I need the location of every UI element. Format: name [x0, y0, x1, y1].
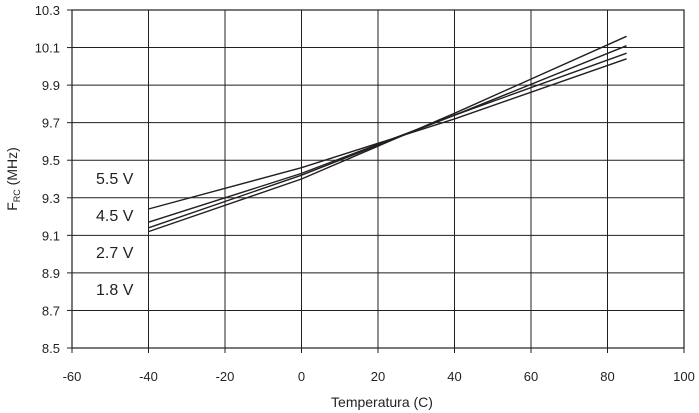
- series-label: 1.8 V: [96, 282, 134, 299]
- x-tick-label: -20: [216, 369, 235, 384]
- x-tick-label: -60: [63, 369, 82, 384]
- x-tick-label: 20: [371, 369, 385, 384]
- x-tick-label: 0: [298, 369, 305, 384]
- series-line: [148, 35, 627, 233]
- series-lines: [148, 35, 627, 233]
- series-line: [148, 58, 627, 210]
- y-tick-label: 10.1: [35, 41, 60, 56]
- y-tick-label: 9.3: [42, 191, 60, 206]
- series-line: [148, 52, 627, 223]
- x-tick-label: 80: [600, 369, 614, 384]
- series-labels: 5.5 V 4.5 V 2.7 V 1.8 V: [96, 171, 134, 299]
- series-label: 4.5 V: [96, 208, 134, 225]
- y-tick-label: 9.5: [42, 153, 60, 168]
- y-axis-title: FRC (MHz): [4, 147, 22, 211]
- y-tick-label: 8.9: [42, 266, 60, 281]
- x-tick-label: 100: [673, 369, 695, 384]
- y-tick-label: 9.7: [42, 116, 60, 131]
- x-axis-ticks: -60 -40 -20 0 20 40 60 80 100: [63, 348, 695, 384]
- series-label: 2.7 V: [96, 245, 134, 262]
- y-axis-title-subscript: RC: [12, 189, 22, 202]
- series-label: 5.5 V: [96, 171, 134, 188]
- y-axis-title-main: F: [4, 202, 20, 211]
- series-line: [148, 45, 627, 229]
- y-tick-label: 9.1: [42, 228, 60, 243]
- y-tick-label: 8.5: [42, 341, 60, 356]
- x-tick-label: -40: [139, 369, 158, 384]
- x-tick-label: 60: [524, 369, 538, 384]
- y-axis-title-unit: (MHz): [4, 147, 20, 189]
- y-tick-label: 8.7: [42, 303, 60, 318]
- x-tick-label: 40: [447, 369, 461, 384]
- x-axis-title: Temperatura (C): [331, 394, 433, 410]
- grid: [71, 9, 685, 349]
- y-axis-ticks: 8.5 8.7 8.9 9.1 9.3 9.5 9.7 9.9 10.1 10.3: [35, 3, 72, 356]
- y-tick-label: 9.9: [42, 78, 60, 93]
- y-tick-label: 10.3: [35, 3, 60, 18]
